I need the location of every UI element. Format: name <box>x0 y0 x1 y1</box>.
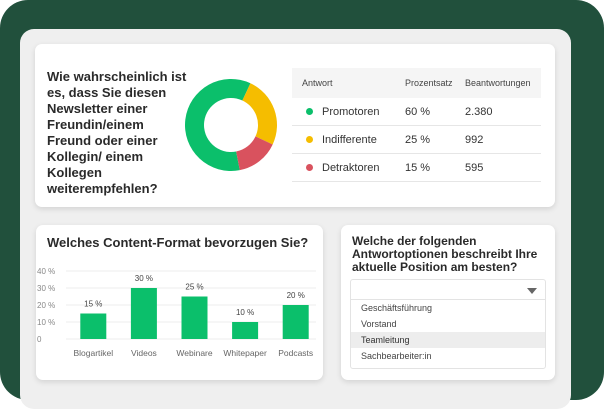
bar-chart: 0 10 % 20 % 30 % 40 % 15 % Blogartikel 30 % Vide… <box>37 267 316 358</box>
bar-whitepaper <box>232 322 259 339</box>
bar-value-label: 15 % <box>84 300 102 309</box>
nps-table: Antwort Prozentsatz Beantwortungen Promo… <box>292 68 541 182</box>
x-tick-label: Whitepaper <box>223 348 267 358</box>
count-cell: 595 <box>465 161 484 174</box>
donut-slice-indifferente <box>242 83 277 145</box>
bar-podcasts <box>282 305 309 339</box>
count-cell: 2.380 <box>465 105 493 118</box>
nps-question: Wie wahrscheinlich ist es, dass Sie dies… <box>47 69 187 196</box>
y-tick-label: 40 % <box>37 267 55 276</box>
position-card <box>341 225 555 380</box>
table-header: Antwort Prozentsatz Beantwortungen <box>292 68 541 98</box>
bar-value-label: 30 % <box>135 274 153 283</box>
y-tick-label: 30 % <box>37 284 55 293</box>
position-dropdown[interactable]: Geschäftsführung Vorstand Teamleitung Sachb… <box>350 279 546 369</box>
legend-dot-icon <box>306 108 313 115</box>
dropdown-option[interactable]: Geschäftsführung <box>361 303 433 313</box>
donut-chart <box>185 79 277 171</box>
x-tick-label: Videos <box>131 348 157 358</box>
header-prozentsatz: Prozentsatz <box>405 78 453 88</box>
legend-dot-icon <box>306 164 313 171</box>
caret-down-icon[interactable] <box>527 288 537 294</box>
table-row: Detraktoren 15 % 595 <box>292 154 541 182</box>
bar-value-label: 20 % <box>287 291 305 300</box>
donut-slice-detraktoren <box>236 136 273 171</box>
dropdown-option[interactable]: Teamleitung <box>351 332 545 348</box>
header-antwort: Antwort <box>302 78 333 88</box>
count-cell: 992 <box>465 133 484 146</box>
x-tick-label: Blogartikel <box>73 348 113 358</box>
dropdown-field[interactable] <box>351 280 545 300</box>
position-question: Welche der folgenden Antwortoptionen bes… <box>352 234 538 274</box>
y-tick-label: 0 <box>37 335 42 344</box>
table-row: Indifferente 25 % 992 <box>292 126 541 154</box>
percent-cell: 15 % <box>405 161 431 174</box>
answer-label: Promotoren <box>322 105 380 118</box>
header-beantwortungen: Beantwortungen <box>465 78 531 88</box>
dropdown-option[interactable]: Vorstand <box>361 319 397 329</box>
answer-cell: Indifferente <box>292 134 405 146</box>
y-tick-label: 20 % <box>37 301 55 310</box>
donut-slice-promotoren <box>185 79 251 171</box>
content-format-card <box>36 225 323 380</box>
bar-videos <box>130 288 157 339</box>
answer-label: Detraktoren <box>322 161 380 174</box>
bar-value-label: 10 % <box>236 308 254 317</box>
x-tick-label: Webinare <box>176 348 212 358</box>
y-tick-label: 10 % <box>37 318 55 327</box>
x-tick-label: Podcasts <box>278 348 313 358</box>
percent-cell: 25 % <box>405 133 431 146</box>
bar-value-label: 25 % <box>185 283 203 292</box>
bar-webinare <box>181 296 208 339</box>
bar-blogartikel <box>80 313 107 339</box>
legend-dot-icon <box>306 136 313 143</box>
answer-cell: Detraktoren <box>292 162 405 174</box>
answer-label: Indifferente <box>322 133 377 146</box>
answer-cell: Promotoren <box>292 106 405 118</box>
percent-cell: 60 % <box>405 105 431 118</box>
bar-chart-title: Welches Content-Format bevorzugen Sie? <box>47 235 309 250</box>
dropdown-option[interactable]: Sachbearbeiter:in <box>361 351 432 361</box>
table-row: Promotoren 60 % 2.380 <box>292 98 541 126</box>
